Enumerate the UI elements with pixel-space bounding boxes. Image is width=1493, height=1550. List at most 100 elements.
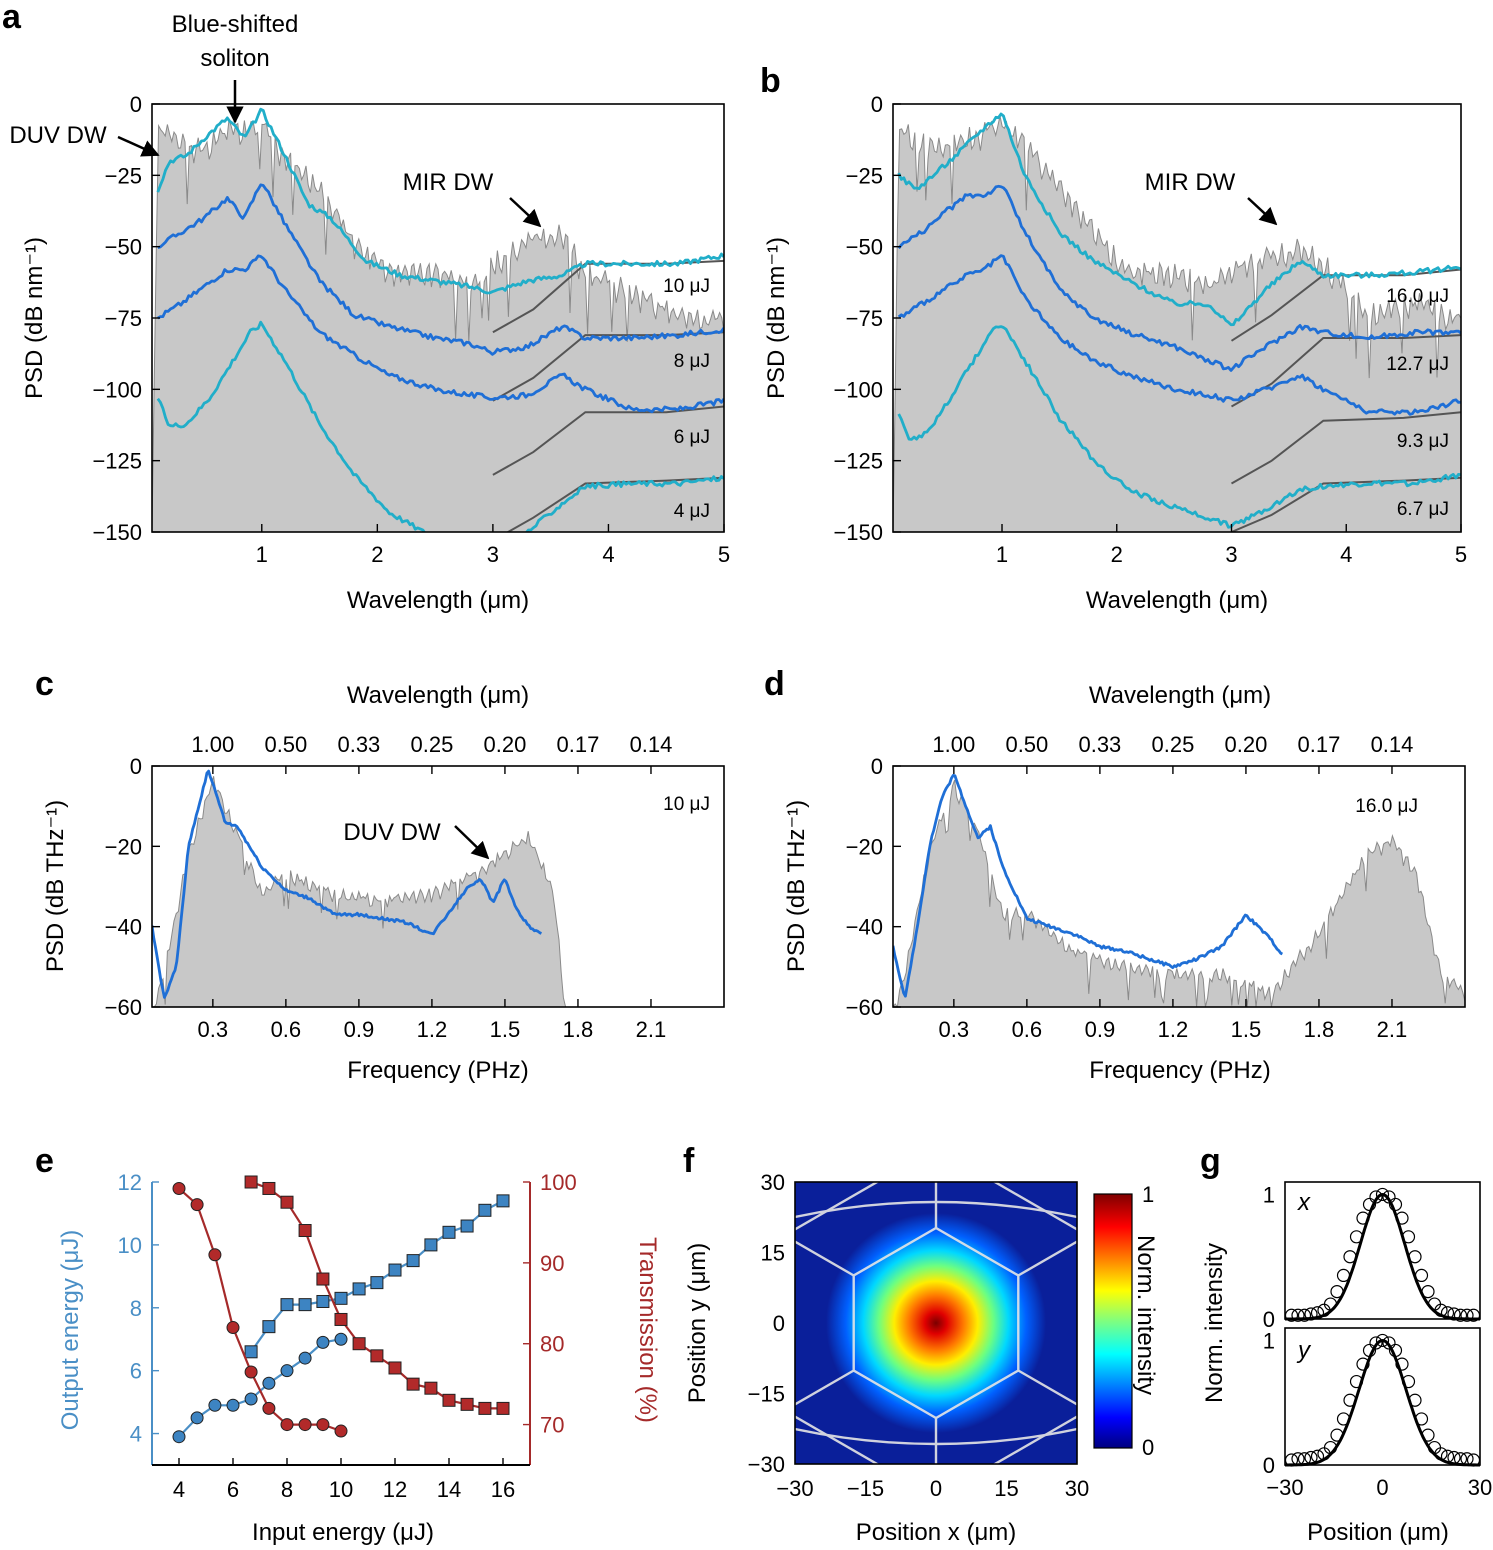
y-tick-label-g: 1 xyxy=(1263,1328,1275,1353)
chart-a: 1 2 3 4 5 0 −25 −50 −75 −100 −125 −150 Wavelength (… xyxy=(9,11,730,614)
data-point-y xyxy=(1401,1374,1416,1389)
x-tick-label-e: 12 xyxy=(383,1477,407,1502)
y-tick-label-a: −25 xyxy=(105,163,142,188)
data-point-y xyxy=(1362,1343,1377,1358)
top-tick-label-c: 0.14 xyxy=(630,732,673,757)
x-tick-label-d: 1.2 xyxy=(1158,1017,1189,1042)
x-tick-label-f: −30 xyxy=(776,1476,813,1501)
marker-circle-e xyxy=(226,1321,240,1335)
data-point-y xyxy=(1349,1374,1364,1389)
x-tick-label-c: 0.3 xyxy=(198,1017,229,1042)
x-tick-label-a: 2 xyxy=(371,542,383,567)
x-tick-label-g: −30 xyxy=(1266,1475,1303,1500)
marker-square-e xyxy=(298,1298,312,1312)
marker-square-e xyxy=(280,1195,294,1209)
x-axis-label-e: Input energy (μJ) xyxy=(252,1519,434,1546)
marker-square-e xyxy=(262,1320,276,1334)
annotation-duv-dw-c: DUV DW xyxy=(343,819,441,846)
marker-square-e xyxy=(406,1254,420,1268)
data-point-y xyxy=(1323,1440,1338,1455)
data-point-x xyxy=(1330,1284,1344,1299)
cladding-outer-arc xyxy=(992,1182,1077,1231)
y2-tick-label-e: 100 xyxy=(540,1170,577,1195)
data-point-y xyxy=(1414,1412,1429,1426)
subplot-label-x: x xyxy=(1297,1189,1311,1216)
marker-circle-e xyxy=(334,1424,348,1438)
simulation-area-b xyxy=(893,115,1461,532)
arrow-mir-dw-b xyxy=(1247,197,1278,226)
cladding-outer-arc xyxy=(992,1415,1077,1464)
annotation-duv-dw-a: DUV DW xyxy=(9,122,107,149)
marker-circle-e xyxy=(190,1411,204,1425)
data-point-x xyxy=(1375,1187,1390,1202)
x-tick-label-e: 6 xyxy=(227,1477,239,1502)
subplot-label-y: y xyxy=(1296,1337,1312,1364)
x-tick-label-d: 1.5 xyxy=(1231,1017,1262,1042)
data-point-x xyxy=(1349,1230,1364,1244)
energy-label-a-4: 4 μJ xyxy=(674,501,710,522)
panel-label-a: a xyxy=(2,0,22,36)
chart-f: −30 −15 0 15 30 30 15 0 −15 −30 1 0 Norm. intensi… xyxy=(684,1170,1159,1546)
y-tick-label-f: −15 xyxy=(748,1382,785,1407)
x-axis-label-g: Position (μm) xyxy=(1307,1519,1449,1546)
y2-tick-label-e: 80 xyxy=(540,1332,564,1357)
x-axis-label-c: Frequency (PHz) xyxy=(347,1057,528,1084)
colorbar-label: Norm. intensity xyxy=(1132,1235,1159,1395)
x-tick-label-d: 2.1 xyxy=(1377,1017,1408,1042)
y-tick-label-b: −50 xyxy=(846,235,883,260)
fit-line-b-4 xyxy=(1231,476,1461,532)
colorbar-tick-max: 1 xyxy=(1142,1182,1154,1207)
x-tick-label-c: 1.2 xyxy=(417,1017,448,1042)
cladding-spoke xyxy=(795,1240,855,1277)
panel-label-f: f xyxy=(683,1142,695,1180)
energy-label-d: 16.0 μJ xyxy=(1355,796,1418,817)
series-line-e-3 xyxy=(178,1187,342,1433)
marker-square-e xyxy=(388,1263,402,1277)
arrow-duv-dw-c xyxy=(454,825,490,860)
trace-a-3 xyxy=(157,254,724,414)
y-tick-label-g: 1 xyxy=(1263,1182,1275,1207)
marker-square-e xyxy=(442,1225,456,1239)
arrow-mir-dw-a xyxy=(509,197,542,228)
data-point-x xyxy=(1447,1307,1461,1321)
marker-square-e xyxy=(334,1312,348,1326)
x-axis-label-d: Frequency (PHz) xyxy=(1089,1057,1270,1084)
x-tick-label-e: 14 xyxy=(437,1477,461,1502)
trace-b-2 xyxy=(897,184,1461,372)
y-tick-label-d: −60 xyxy=(846,995,883,1020)
gaussian-fit-y xyxy=(1285,1338,1480,1467)
y-tick-label-a: −150 xyxy=(92,520,142,545)
x-tick-label-b: 5 xyxy=(1455,542,1467,567)
data-point-x xyxy=(1401,1230,1416,1244)
marker-circle-e xyxy=(244,1392,258,1406)
y-tick-label-a: −50 xyxy=(105,235,142,260)
energy-label-a-2: 8 μJ xyxy=(674,351,710,372)
data-point-x xyxy=(1427,1297,1442,1311)
colorbar xyxy=(1093,1193,1133,1449)
data-point-y xyxy=(1336,1412,1351,1426)
cladding-top-arc xyxy=(795,1200,1077,1219)
annotation-blue-shifted: Blue-shifted xyxy=(172,11,299,38)
x-tick-label-c: 0.9 xyxy=(344,1017,375,1042)
marker-square-e xyxy=(424,1238,438,1252)
marker-circle-e xyxy=(316,1335,330,1349)
y-tick-label-a: −100 xyxy=(92,377,142,402)
y-axis-label-b: PSD (dB nm⁻¹) xyxy=(763,237,790,399)
cladding-spoke xyxy=(795,1369,855,1406)
data-point-y xyxy=(1310,1449,1325,1463)
marker-square-e xyxy=(460,1397,474,1411)
y-tick-label-b: −125 xyxy=(833,449,883,474)
x-tick-label-f: 30 xyxy=(1065,1476,1089,1501)
data-point-y xyxy=(1375,1333,1390,1348)
data-point-y xyxy=(1369,1336,1383,1350)
y-tick-label-b: 0 xyxy=(871,92,883,117)
data-point-y xyxy=(1395,1357,1409,1371)
energy-label-b-1: 16.0 μJ xyxy=(1386,286,1449,307)
marker-circle-e xyxy=(262,1376,276,1390)
x-tick-label-f: 15 xyxy=(994,1476,1018,1501)
y-tick-label-g: 0 xyxy=(1263,1307,1275,1332)
top-tick-label-d: 1.00 xyxy=(932,732,975,757)
x-tick-label-a: 4 xyxy=(602,542,614,567)
x-axis-label-f: Position x (μm) xyxy=(856,1519,1017,1546)
energy-label-b-4: 6.7 μJ xyxy=(1397,499,1449,520)
